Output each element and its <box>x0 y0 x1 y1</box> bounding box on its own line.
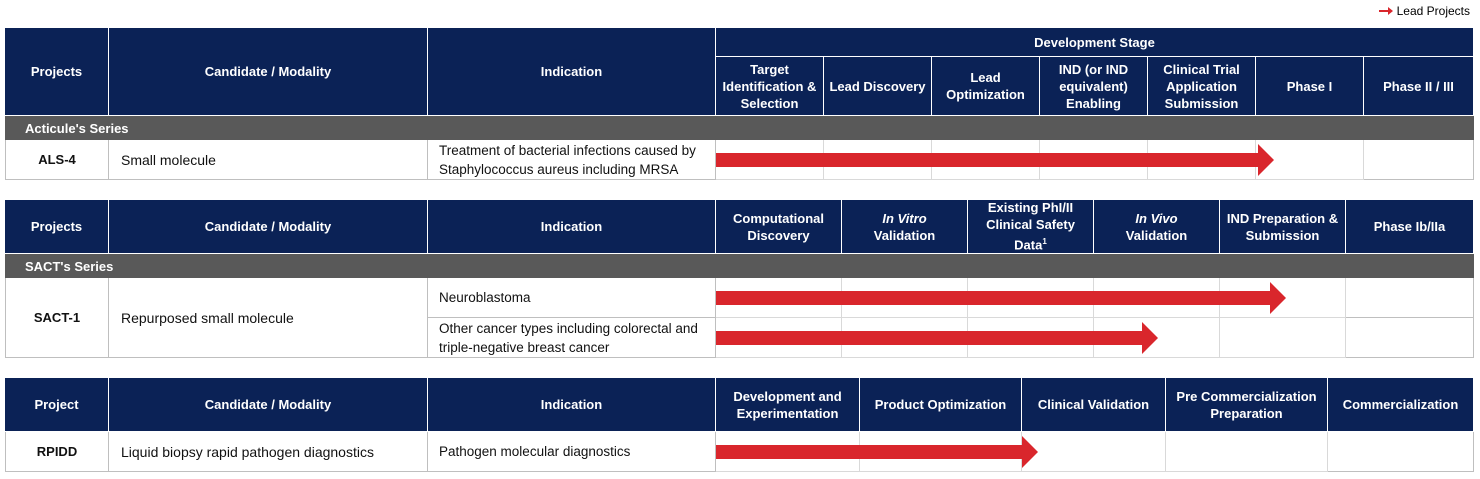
progress-arrow <box>716 282 1286 314</box>
stage-cell <box>1022 432 1166 472</box>
stage-header: Pre Commercialization Preparation <box>1166 378 1328 432</box>
stage-header: Lead Optimization <box>932 57 1040 116</box>
stage-header: Phase Ib/IIa <box>1346 200 1474 254</box>
header-cell: Indication <box>428 28 716 116</box>
header-cell: Projects <box>5 28 109 116</box>
stage-header: Phase II / III <box>1364 57 1474 116</box>
indication-cell: Neuroblastoma <box>428 278 716 318</box>
stage-cell <box>1166 432 1328 472</box>
project-cell: RPIDD <box>5 432 109 472</box>
stage-header: Computational Discovery <box>716 200 842 254</box>
header-cell: Indication <box>428 378 716 432</box>
stage-label: Existing PhI/II Clinical Safety Data1 <box>971 199 1090 253</box>
stage-label-text: Existing PhI/II Clinical Safety Data <box>986 200 1075 253</box>
stage-header: Existing PhI/II Clinical Safety Data1 <box>968 200 1094 254</box>
header-cell: Candidate / Modality <box>109 28 428 116</box>
footnote-mark: 1 <box>1042 237 1047 247</box>
legend-label: Lead Projects <box>1396 4 1470 18</box>
stage-group-header: Development Stage <box>716 28 1474 57</box>
header-cell: Candidate / Modality <box>109 200 428 254</box>
stage-label-text: Validation <box>873 227 936 243</box>
stage-label-text: Validation <box>1125 227 1188 243</box>
stage-header: Lead Discovery <box>824 57 932 116</box>
progress-arrow <box>716 144 1274 176</box>
candidate-cell: Repurposed small molecule <box>109 278 428 358</box>
stage-cell <box>1346 278 1474 318</box>
indication-cell: Other cancer types including colorectal … <box>428 318 716 358</box>
stage-cell <box>1220 318 1346 358</box>
stage-header: Product Optimization <box>860 378 1022 432</box>
stage-header: IND Preparation & Submission <box>1220 200 1346 254</box>
stage-label-italic: In Vitro <box>882 210 927 226</box>
indication-cell: Pathogen molecular diagnostics <box>428 432 716 472</box>
stage-cell <box>1328 432 1474 472</box>
legend: Lead Projects <box>1378 4 1470 18</box>
stage-cell <box>1256 140 1364 180</box>
stage-header: In Vitro Validation <box>842 200 968 254</box>
stage-header: Development and Experimentation <box>716 378 860 432</box>
project-cell: ALS-4 <box>5 140 109 180</box>
series-bar: SACT's Series <box>5 254 1474 278</box>
stage-label: In Vivo Validation <box>1126 210 1187 244</box>
stage-cell <box>1364 140 1474 180</box>
project-cell: SACT-1 <box>5 278 109 358</box>
legend-arrow <box>1378 7 1393 15</box>
stage-header: In Vivo Validation <box>1094 200 1220 254</box>
candidate-cell: Small molecule <box>109 140 428 180</box>
header-cell: Projects <box>5 200 109 254</box>
header-cell: Indication <box>428 200 716 254</box>
stage-header: Target Identification & Selection <box>716 57 824 116</box>
candidate-cell: Liquid biopsy rapid pathogen diagnostics <box>109 432 428 472</box>
stage-cell <box>1346 318 1474 358</box>
stage-header: Clinical Trial Application Submission <box>1148 57 1256 116</box>
series-bar: Acticule's Series <box>5 116 1474 140</box>
stage-header: Commercialization <box>1328 378 1474 432</box>
stage-header: Clinical Validation <box>1022 378 1166 432</box>
header-cell: Project <box>5 378 109 432</box>
stage-header: Phase I <box>1256 57 1364 116</box>
progress-arrow <box>716 322 1158 354</box>
indication-cell: Treatment of bacterial infections caused… <box>428 140 716 180</box>
stage-cell <box>1094 318 1220 358</box>
stage-label: In Vitro Validation <box>874 210 935 244</box>
stage-label-italic: In Vivo <box>1135 210 1178 226</box>
stage-cell <box>1220 278 1346 318</box>
progress-arrow <box>716 436 1038 468</box>
header-cell: Candidate / Modality <box>109 378 428 432</box>
stage-header: IND (or IND equivalent) Enabling <box>1040 57 1148 116</box>
